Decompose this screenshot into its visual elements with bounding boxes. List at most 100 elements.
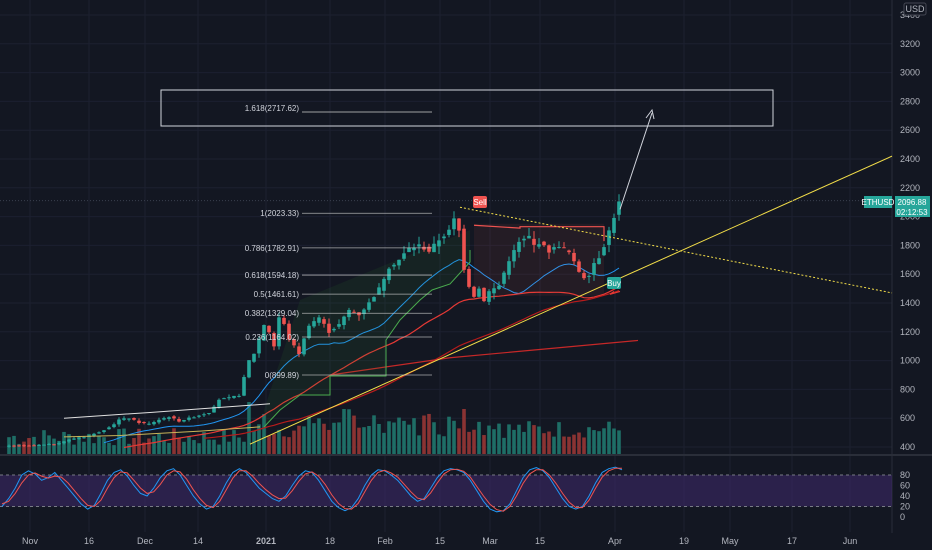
symbol-tag	[864, 196, 892, 208]
price-tick-label: 1200	[900, 327, 920, 337]
resistance-line	[63, 403, 271, 419]
descending-trendline	[459, 206, 893, 294]
volume-bar	[277, 429, 281, 454]
candle-down	[322, 319, 326, 324]
volume-bar	[212, 439, 216, 454]
candle-up	[62, 441, 66, 444]
candles	[7, 194, 621, 448]
time-tick-label: Dec	[137, 536, 154, 546]
volume-bar	[172, 428, 176, 454]
fib-level-label: 0.786(1782.91)	[245, 244, 300, 253]
volume-bar	[307, 416, 311, 454]
volume-bar	[402, 420, 406, 454]
volume-bar	[432, 422, 436, 454]
candle-up	[277, 317, 281, 347]
ascending-trendline	[249, 155, 893, 445]
candle-up	[332, 328, 336, 331]
candle-down	[482, 287, 486, 302]
price-tick-label: 1600	[900, 269, 920, 279]
candle-up	[527, 235, 531, 239]
candle-up	[477, 288, 481, 297]
volume-bar	[412, 418, 416, 454]
candle-up	[187, 417, 191, 420]
candle-up	[452, 218, 456, 230]
volume-bar	[487, 425, 491, 454]
volume-bar	[102, 437, 106, 454]
volume-bar	[342, 408, 346, 454]
candle-up	[557, 246, 561, 248]
time-tick-label: 2021	[256, 536, 276, 546]
volume-bar	[112, 445, 116, 454]
sell-signal-label: Sell	[473, 198, 487, 207]
volume-bar	[352, 415, 356, 454]
time-tick-label: 16	[84, 536, 94, 546]
candle-down	[542, 241, 546, 246]
fib-level-label: 0.236(1164.02)	[245, 333, 299, 342]
candle-up	[587, 275, 591, 277]
candle-down	[427, 246, 431, 252]
volume-bar	[287, 437, 291, 454]
candle-up	[522, 238, 526, 241]
stoch-tick-label: 40	[900, 491, 910, 501]
volume-bar	[52, 438, 56, 454]
candle-up	[97, 432, 101, 434]
candle-up	[262, 324, 266, 341]
candle-up	[307, 325, 311, 339]
volume-bar	[392, 422, 396, 454]
buy-signal-badge	[607, 277, 621, 289]
candle-down	[582, 273, 586, 279]
time-tick-label: 15	[435, 536, 445, 546]
candle-down	[17, 445, 21, 447]
volume-bar	[562, 436, 566, 454]
candle-down	[547, 245, 551, 253]
volume-bar	[327, 429, 331, 454]
candle-up	[597, 258, 601, 265]
price-tick-label: 1800	[900, 240, 920, 250]
volume-bar	[332, 422, 336, 454]
candle-up	[237, 395, 241, 397]
candle-down	[272, 333, 276, 347]
candle-up	[412, 247, 416, 251]
candle-up	[57, 443, 61, 445]
volume-bar	[377, 424, 381, 454]
fib-level-label: 0.382(1329.04)	[245, 309, 300, 318]
projection-arrow-head	[645, 108, 655, 120]
candle-up	[107, 427, 111, 430]
volume-bar	[312, 423, 316, 454]
time-tick-label: Nov	[22, 536, 39, 546]
candle-up	[112, 424, 116, 428]
sell-signal-badge	[473, 196, 487, 208]
candle-down	[357, 312, 361, 316]
volume-bar	[297, 425, 301, 454]
volume-bar	[372, 415, 376, 454]
candle-up	[372, 297, 376, 302]
time-tick-label: 17	[787, 536, 797, 546]
volume-bar	[292, 430, 296, 454]
volume-bar	[612, 428, 616, 454]
drawings[interactable]: 1(2023.33) 0.786(1782.91) 0.618(1594.18) 0.…	[0, 89, 893, 445]
candle-down	[132, 418, 136, 420]
stoch-band	[0, 475, 892, 507]
candle-up	[387, 268, 391, 281]
candle-down	[472, 286, 476, 297]
volume-bar	[272, 433, 276, 454]
candle-down	[327, 323, 331, 333]
volume-bar	[447, 416, 451, 454]
volume-bar	[492, 429, 496, 454]
volume-bar	[452, 420, 456, 454]
price-tick-label: 2600	[900, 125, 920, 135]
price-tick-label: 3200	[900, 39, 920, 49]
candle-up	[342, 316, 346, 326]
volume-bar	[477, 421, 481, 454]
fib-level-label: 0.5(1461.61)	[254, 290, 300, 299]
volume-bar	[537, 426, 541, 454]
candle-up	[42, 444, 46, 446]
candle-up	[242, 377, 246, 396]
volume-bar	[427, 413, 431, 454]
candle-up	[92, 433, 96, 437]
volume-bar	[542, 433, 546, 454]
candle-up	[162, 418, 166, 420]
candle-up	[442, 236, 446, 239]
volume-bar	[457, 428, 461, 454]
